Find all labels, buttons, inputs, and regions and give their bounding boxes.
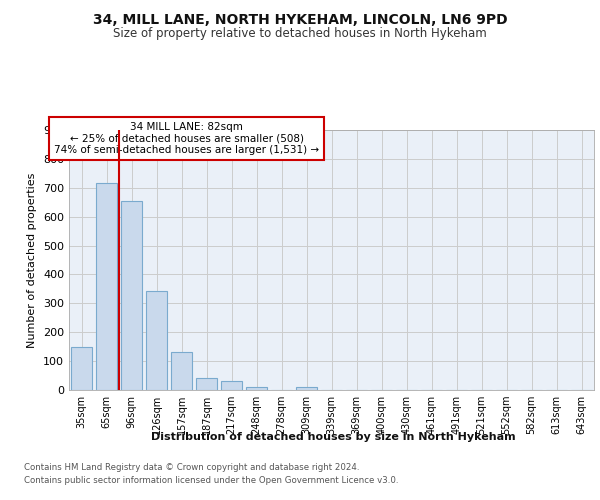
Bar [121, 201, 142, 390]
Bar [71, 346, 92, 390]
Text: 34 MILL LANE: 82sqm
← 25% of detached houses are smaller (508)
74% of semi-detac: 34 MILL LANE: 82sqm ← 25% of detached ho… [54, 122, 319, 156]
Bar [221, 381, 242, 390]
Bar [246, 386, 267, 390]
Text: Size of property relative to detached houses in North Hykeham: Size of property relative to detached ho… [113, 28, 487, 40]
Bar [296, 387, 317, 390]
Bar [146, 291, 167, 390]
Bar [96, 184, 117, 390]
Y-axis label: Number of detached properties: Number of detached properties [28, 172, 37, 348]
Text: Contains HM Land Registry data © Crown copyright and database right 2024.: Contains HM Land Registry data © Crown c… [24, 462, 359, 471]
Text: 34, MILL LANE, NORTH HYKEHAM, LINCOLN, LN6 9PD: 34, MILL LANE, NORTH HYKEHAM, LINCOLN, L… [92, 12, 508, 26]
Text: Distribution of detached houses by size in North Hykeham: Distribution of detached houses by size … [151, 432, 515, 442]
Bar [171, 352, 192, 390]
Text: Contains public sector information licensed under the Open Government Licence v3: Contains public sector information licen… [24, 476, 398, 485]
Bar [196, 378, 217, 390]
